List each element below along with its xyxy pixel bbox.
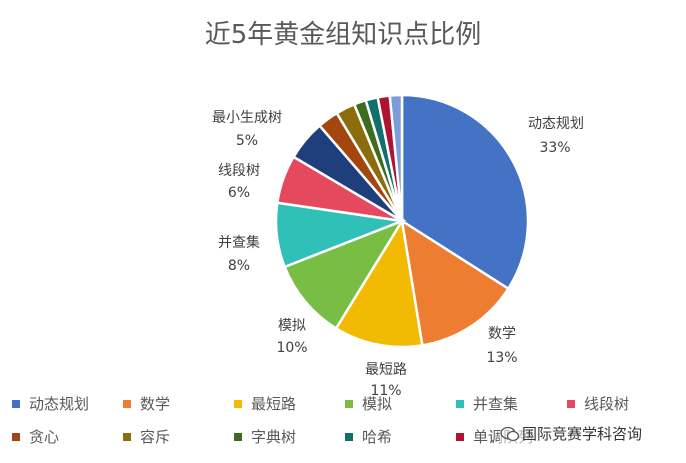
legend-label: 容斥 [140, 428, 171, 446]
pie-slice-模拟 [283, 218, 406, 331]
data-label-percent: 33% [539, 140, 570, 156]
chart-title: 近5年黄金组知识点比例 [204, 20, 482, 50]
legend-item: 模拟 [345, 393, 456, 414]
data-label-name: 最短路 [365, 362, 407, 378]
legend-swatch [12, 432, 20, 441]
legend-swatch [567, 399, 575, 408]
watermark: 国际竞赛学科咨询 [500, 423, 643, 444]
data-label-name: 数学 [488, 326, 516, 342]
data-label-percent: 5% [236, 133, 258, 149]
legend-label: 哈希 [362, 428, 393, 446]
data-label-name: 动态规划 [528, 116, 584, 132]
legend-item: 字典树 [234, 426, 345, 447]
pie-slice-数学 [400, 218, 511, 347]
legend-label: 模拟 [362, 395, 393, 413]
legend-swatch [12, 399, 20, 408]
legend-item: 动态规划 [12, 393, 123, 414]
legend-item: 线段树 [567, 393, 678, 414]
pie-slice-其他 [388, 93, 404, 222]
data-label-name: 并查集 [218, 234, 260, 251]
watermark-text: 国际竞赛学科咨询 [522, 425, 643, 443]
legend-item: 数学 [123, 393, 234, 414]
pie-slice-最短路 [334, 217, 424, 349]
legend-swatch [234, 399, 242, 408]
legend: 动态规划数学最短路模拟并查集线段树贪心容斥字典树哈希单调队列 [12, 393, 680, 447]
legend-swatch [123, 432, 131, 441]
data-label-percent: 8% [228, 258, 250, 274]
legend-swatch [456, 399, 464, 408]
legend-label: 最短路 [251, 395, 297, 413]
legend-item: 最短路 [234, 393, 345, 414]
legend-label: 动态规划 [29, 395, 90, 413]
legend-swatch [234, 432, 242, 441]
data-label-name: 线段树 [218, 163, 260, 179]
legend-item: 贪心 [12, 426, 123, 447]
legend-label: 贪心 [29, 428, 60, 446]
wechat-icon [500, 426, 520, 441]
data-label-percent: 6% [228, 185, 250, 201]
legend-swatch [345, 399, 353, 408]
data-label-name: 最小生成树 [212, 110, 282, 126]
legend-swatch [123, 399, 131, 408]
data-label-name: 模拟 [278, 318, 306, 334]
legend-label: 字典树 [251, 428, 297, 446]
data-label-percent: 10% [276, 340, 307, 356]
legend-item: 容斥 [123, 426, 234, 447]
data-label-percent: 11% [370, 383, 401, 399]
legend-swatch [345, 432, 353, 441]
legend-label: 并查集 [473, 395, 519, 413]
legend-label: 线段树 [584, 395, 630, 413]
legend-item: 并查集 [456, 393, 567, 414]
data-label-percent: 13% [486, 350, 517, 366]
legend-item: 哈希 [345, 426, 456, 447]
legend-label: 数学 [140, 395, 171, 413]
legend-swatch [456, 432, 464, 441]
